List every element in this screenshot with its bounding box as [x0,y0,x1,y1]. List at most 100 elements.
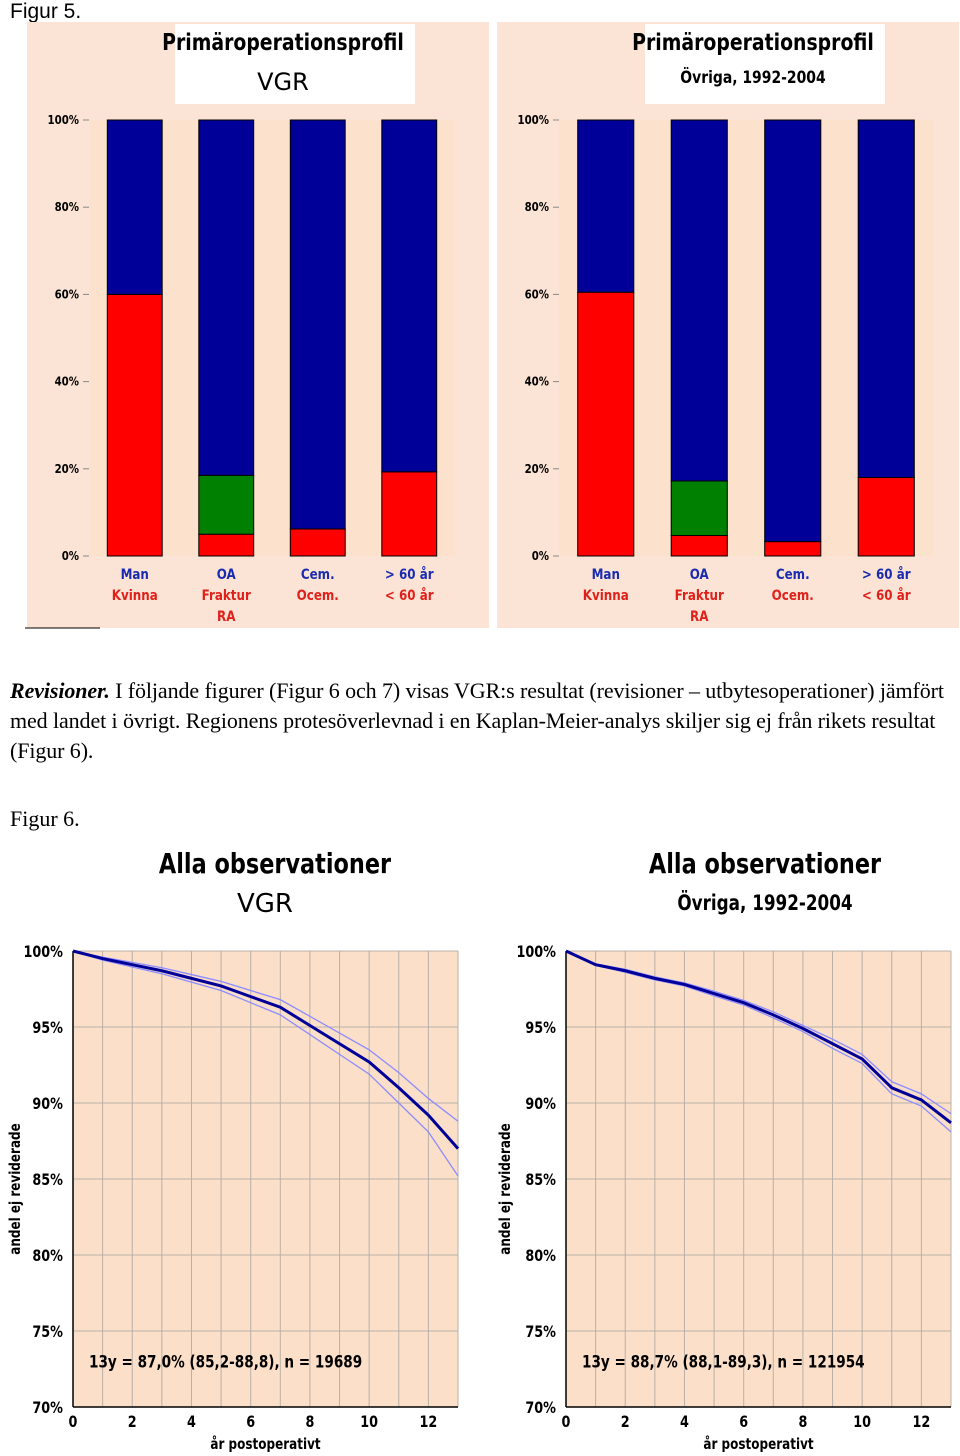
bar-segment [764,119,822,543]
chart-subtitle: Övriga, 1992-2004 [677,889,852,916]
bar-segment [198,474,255,535]
x-tick-label: 0 [562,1414,571,1432]
chart-subtitle: Övriga, 1992-2004 [680,67,826,88]
y-tick-label: 90% [525,1096,556,1114]
chart-annotation: 13y = 88,7% (88,1-89,3), n = 121954 [582,1352,865,1372]
x-label-line1: Man [121,567,149,583]
x-label-line2: Kvinna [112,588,158,604]
y-tick-label: 80% [32,1248,63,1266]
x-label-line2: Kvinna [583,588,629,604]
y-tick-label: 70% [32,1400,63,1418]
x-tick-label: 10 [853,1414,871,1432]
y-tick-label: 70% [525,1400,556,1418]
x-label-line1: Cem. [301,567,335,583]
figure6-label: Figur 6. [10,806,80,831]
y-tick-label: 95% [32,1020,63,1038]
chart-title: Primäroperationsprofil [162,28,404,55]
figure5-label: Figur 5. [10,0,82,23]
figure6-svg: Alla observationer VGR 100% 95% 90% 85% 80% 75%… [7,846,952,1454]
bar-segment [106,293,163,557]
chart-title: Primäroperationsprofil [632,28,874,55]
bar-segment [289,119,346,530]
x-tick-label: 4 [187,1414,196,1432]
y-tick-label: 80% [55,200,79,214]
body-paragraph: Revisioner. I följande figurer (Figur 6 … [10,676,955,766]
figure5-svg: Primäroperationsprofil VGR 100% 80% 60% 40% 20… [25,22,959,629]
y-axis-label: andel ej reviderade [7,1123,25,1255]
bar-segment [198,533,255,557]
y-tick-label: 100% [48,113,79,127]
y-tick-label: 85% [32,1172,63,1190]
x-label-line1: OA [690,567,709,583]
x-tick-label: 12 [912,1414,930,1432]
series-line-estimate [565,949,952,1124]
title-background [645,24,885,104]
x-tick-label: 2 [128,1414,137,1432]
y-tick-label: 75% [525,1324,556,1342]
y-tick-label: 40% [55,375,79,389]
y-tick-label: 60% [55,288,79,302]
x-axis-label: år postoperativt [210,1435,321,1454]
y-tick-label: 75% [32,1324,63,1342]
x-tick-label: 0 [69,1414,78,1432]
x-tick-label: 4 [680,1414,689,1432]
y-tick-label: 80% [525,1248,556,1266]
x-tick-label: 6 [739,1414,748,1432]
y-tick-label: 0% [532,549,549,563]
chart-annotation: 13y = 87,0% (85,2-88,8), n = 19689 [89,1352,362,1372]
x-label-line2: Fraktur [202,588,252,604]
bar-segment [670,119,728,482]
title-background [175,24,415,104]
series-line-lower [72,950,459,1177]
y-tick-label: 85% [525,1172,556,1190]
y-tick-label: 80% [525,200,549,214]
bar-segment [198,119,255,476]
x-label-line1: > 60 år [862,567,911,583]
bar-chart-vgr: Primäroperationsprofil VGR 100% 80% 60% 40% 20… [27,22,489,628]
km-chart-ovriga: Alla observationer Övriga, 1992-2004 100% 9… [497,846,952,1454]
y-tick-label: 20% [55,462,79,476]
y-tick-label: 40% [525,375,549,389]
bar-segment [577,119,635,293]
y-tick-label: 0% [62,549,79,563]
y-tick-label: 100% [517,944,557,962]
y-tick-label: 90% [32,1096,63,1114]
x-label-line2: < 60 år [862,588,911,604]
x-tick-label: 8 [798,1414,807,1432]
y-tick-label: 60% [525,288,549,302]
x-label-line2: Fraktur [675,588,725,604]
x-tick-label: 8 [305,1414,314,1432]
x-label-line2: < 60 år [385,588,434,604]
x-label-line2: Ocem. [297,588,339,604]
x-tick-label: 2 [621,1414,630,1432]
bar-segment [764,541,822,557]
y-tick-label: 100% [24,944,64,962]
x-tick-label: 6 [246,1414,255,1432]
x-tick-label: 10 [360,1414,378,1432]
y-tick-label: 100% [518,113,549,127]
x-label-line1: > 60 år [385,567,434,583]
bar-segment [289,528,346,557]
chart-title: Alla observationer [649,846,882,879]
x-label-line3: RA [690,609,708,625]
bar-segment [106,119,163,295]
y-axis-label: andel ej reviderade [497,1123,515,1255]
x-label-line1: Man [592,567,620,583]
series-line-estimate [72,949,460,1150]
bar-segment [381,471,438,557]
paragraph-heading: Revisioner. [10,678,110,703]
x-tick-label: 12 [419,1414,437,1432]
bar-segment [857,119,915,479]
x-label-line2: Ocem. [772,588,814,604]
x-axis-label: år postoperativt [703,1435,814,1454]
bar-segment [670,480,728,537]
x-label-line1: OA [217,567,236,583]
series-line-upper [72,950,459,1122]
paragraph-text: I följande figurer (Figur 6 och 7) visas… [10,678,944,763]
y-tick-label: 20% [525,462,549,476]
chart-subtitle: VGR [257,68,309,96]
x-label-line3: RA [217,609,235,625]
bar-segment [857,477,915,557]
bar-chart-ovriga: Primäroperationsprofil Övriga, 1992-2004 1… [497,22,959,628]
chart-title: Alla observationer [159,846,392,879]
